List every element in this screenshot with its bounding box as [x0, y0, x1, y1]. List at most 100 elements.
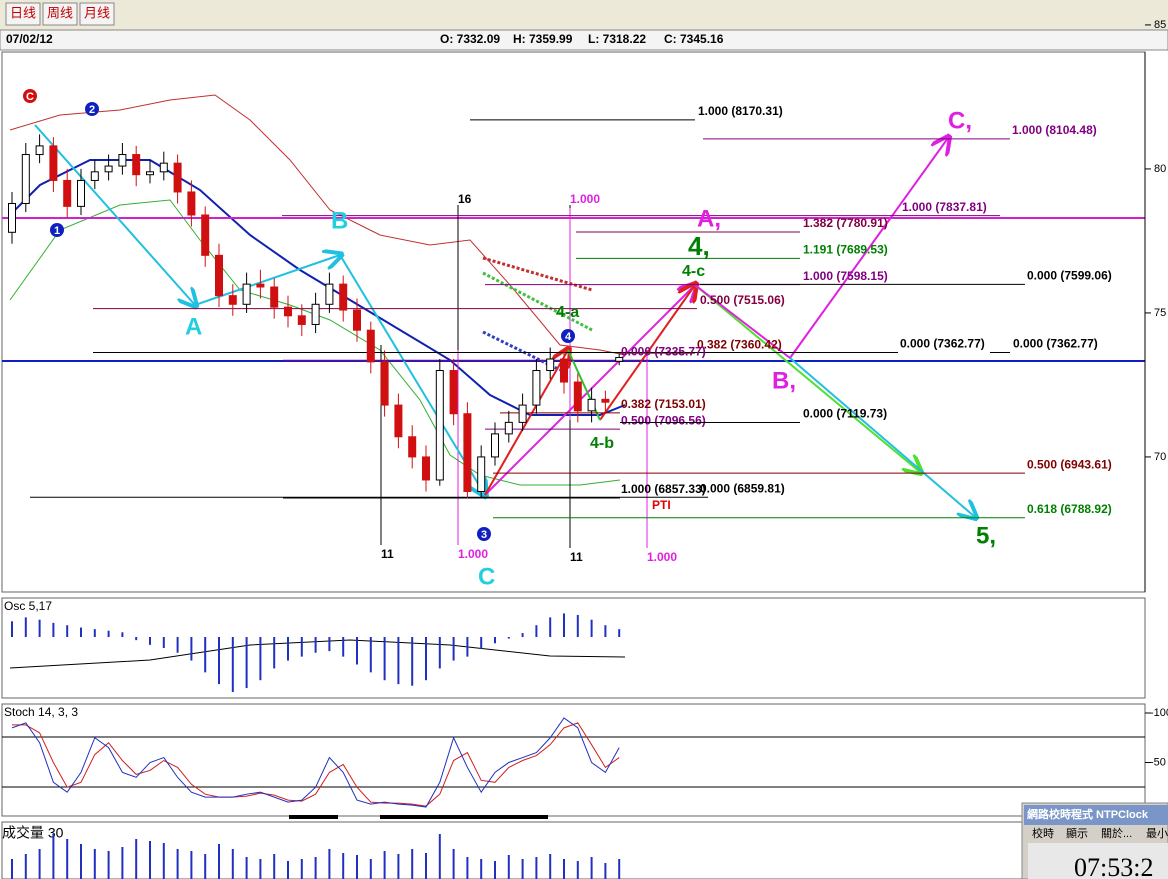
- fib-label: 0.500 (7515.06): [700, 293, 785, 307]
- info-bar: [0, 29, 1168, 51]
- tab[interactable]: [5, 2, 41, 26]
- candle-body: [187, 191, 196, 216]
- candle-body: [215, 254, 223, 297]
- wave-marker: [85, 102, 99, 116]
- candle-body: [463, 413, 472, 492]
- candle-body: [546, 358, 555, 372]
- y-tick-label: 85: [1154, 19, 1166, 31]
- toolbar: [0, 0, 1168, 30]
- tab-label[interactable]: 周线: [47, 5, 73, 20]
- lower-band: [9, 199, 621, 486]
- candle-body: [339, 283, 348, 311]
- osc-panel: [1, 597, 1146, 699]
- candle-body: [408, 436, 417, 458]
- wave-label: 4-c: [682, 263, 705, 280]
- ohlc-close: C: 7345.16: [664, 32, 724, 46]
- wave-marker: [23, 89, 37, 103]
- candle-body: [146, 171, 154, 176]
- clock-menu[interactable]: 校時: [1032, 826, 1054, 840]
- osc-title: Osc 5,17: [4, 599, 52, 613]
- wave-label: 16: [458, 192, 472, 206]
- candle-body: [242, 283, 251, 305]
- candle-body: [8, 202, 16, 233]
- ohlc-high: H: 7359.99: [513, 32, 573, 46]
- candle-body: [532, 370, 541, 406]
- candle-body: [601, 398, 610, 403]
- candle-body: [118, 154, 127, 167]
- candle-body: [504, 421, 513, 435]
- candle-body: [90, 171, 99, 181]
- fib-label: 1.000 (7837.81): [902, 200, 987, 214]
- candle-body: [270, 286, 279, 308]
- wave-label: 4,: [688, 231, 710, 261]
- fib-label: 0.382 (7153.01): [621, 397, 706, 411]
- wave-label: 1.000: [647, 550, 677, 564]
- candle-body: [132, 154, 141, 176]
- channel: [482, 271, 593, 332]
- fib-label: 0.618 (6788.92): [1027, 502, 1112, 516]
- candle-body: [518, 404, 527, 423]
- candle-body: [173, 162, 182, 193]
- candle-body: [228, 295, 237, 305]
- fib-label: 0.000 (7119.73): [803, 407, 887, 421]
- moving-average: [9, 159, 626, 416]
- wave-label: 11: [570, 550, 583, 564]
- tab[interactable]: [79, 2, 115, 26]
- fib-label: 0.000 (7362.77): [1013, 337, 1098, 351]
- fib-label: 1.382 (7780.91): [803, 216, 888, 230]
- clock-menu[interactable]: 最小: [1146, 827, 1168, 840]
- tab[interactable]: [42, 2, 78, 26]
- wave-label: C,: [948, 107, 972, 134]
- fib-label: 0.382 (7360.42): [697, 337, 782, 351]
- candle-body: [477, 456, 486, 492]
- clock-menu[interactable]: 關於...: [1101, 826, 1132, 840]
- candle-body: [380, 361, 389, 406]
- candle-body: [77, 179, 85, 207]
- clock-menu[interactable]: 顯示: [1066, 827, 1088, 840]
- stoch-d: [12, 722, 620, 807]
- wave-label: A: [185, 313, 202, 340]
- candle-body: [435, 370, 444, 481]
- candle-body: [21, 154, 30, 204]
- wave-marker-label: 2: [89, 104, 95, 116]
- candle-body: [63, 179, 72, 207]
- fib-label: 0.500 (6943.61): [1027, 457, 1112, 471]
- stoch-k: [11, 717, 620, 808]
- candle-body: [311, 303, 320, 325]
- clock-titlebar: [1024, 805, 1168, 825]
- candle-body: [35, 145, 44, 156]
- candle-body: [353, 309, 361, 331]
- candle-body: [366, 329, 375, 363]
- candle-body: [394, 404, 403, 438]
- candle-body: [573, 381, 582, 412]
- candle-body: [159, 162, 168, 173]
- tab-label[interactable]: 日线: [10, 5, 36, 20]
- candle-body: [587, 398, 596, 412]
- stoch-panel: [1, 703, 1146, 817]
- clock-time: 07:53:2: [1074, 853, 1153, 879]
- wave-label: 11: [381, 547, 394, 561]
- candle-body: [201, 214, 210, 256]
- wave-marker-label: 1: [54, 225, 60, 237]
- tab-label[interactable]: 月线: [84, 5, 110, 20]
- wave-marker: [477, 527, 491, 541]
- upper-band: [9, 94, 626, 356]
- clock-title: 網路校時程式 NTPClock: [1027, 807, 1149, 821]
- y-tick-label: 70: [1154, 451, 1166, 463]
- candle-body: [325, 283, 334, 305]
- date: 07/02/12: [6, 32, 53, 46]
- y-tick-label: 75: [1154, 307, 1166, 319]
- clock-face: [1028, 843, 1168, 879]
- fib-label: 1.000 (8104.48): [1012, 123, 1097, 137]
- fib-label: 0.500 (7096.56): [621, 413, 706, 427]
- fib-label: 0.000 (6859.81): [700, 481, 785, 495]
- fib-label: 0.000 (7362.77): [900, 337, 985, 351]
- fib-label: 1.191 (7689.53): [803, 243, 888, 257]
- wave-label: B,: [772, 367, 796, 394]
- wave-label: 1.000: [570, 192, 600, 206]
- wave-marker: [561, 329, 575, 343]
- y-tick-label: -50: [1150, 756, 1166, 768]
- wave-marker-label: 3: [481, 529, 487, 541]
- candle-body: [560, 358, 568, 383]
